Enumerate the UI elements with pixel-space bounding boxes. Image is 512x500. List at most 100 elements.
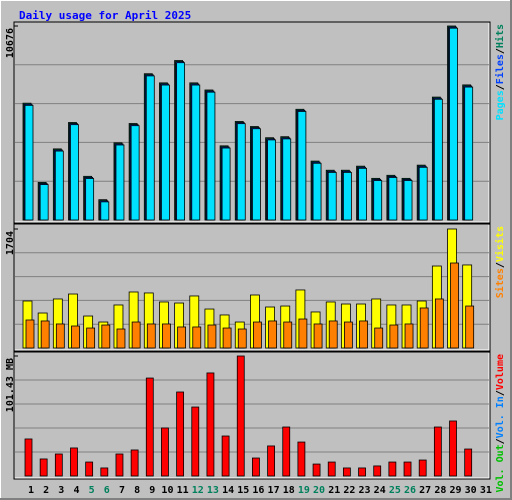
- x-tick-label: 3: [58, 485, 64, 496]
- legend: Pages/Files/Hits: [494, 24, 506, 120]
- bar: [222, 327, 232, 349]
- bar: [130, 125, 140, 221]
- bar: [70, 124, 79, 221]
- x-tick-label: 26: [404, 485, 416, 496]
- x-tick-label: 20: [313, 485, 325, 496]
- bar: [374, 327, 384, 349]
- bar: [130, 449, 139, 477]
- bar: [101, 324, 111, 349]
- bar: [100, 201, 110, 221]
- legend-entry: Files: [494, 54, 506, 84]
- x-tick-label: 16: [252, 485, 264, 496]
- y-tick-label: 101.43 MB: [5, 358, 16, 412]
- legend-entry: Vol. Out: [495, 444, 506, 492]
- bar: [162, 323, 171, 349]
- x-tick-label: 9: [149, 485, 155, 496]
- bar: [449, 27, 458, 221]
- legend-separator: /: [495, 390, 506, 396]
- bar: [40, 320, 50, 349]
- bar: [328, 320, 338, 349]
- bar: [298, 318, 308, 349]
- bar: [358, 167, 367, 221]
- bar: [282, 138, 292, 221]
- bar: [161, 84, 170, 221]
- x-tick-label: 23: [359, 485, 371, 496]
- x-tick-label: 5: [89, 485, 95, 496]
- bar: [24, 438, 33, 477]
- bar: [206, 91, 216, 221]
- bar: [359, 320, 368, 349]
- bar: [449, 420, 457, 477]
- bar: [268, 320, 277, 349]
- bar: [343, 321, 353, 349]
- bar: [403, 180, 413, 221]
- bar: [434, 298, 444, 349]
- x-tick-label: 10: [161, 485, 173, 496]
- bar: [115, 453, 124, 477]
- bar: [55, 323, 65, 349]
- bar: [192, 326, 202, 349]
- bar: [207, 324, 217, 349]
- bar: [161, 427, 169, 477]
- bar: [54, 453, 63, 477]
- bar: [39, 458, 48, 477]
- bar: [177, 326, 187, 349]
- bar: [418, 166, 428, 221]
- legend: Sites/Visits: [494, 226, 506, 298]
- x-tick-label: 4: [73, 485, 79, 496]
- bar: [85, 461, 94, 477]
- bar: [176, 391, 185, 477]
- x-tick-label: 24: [374, 485, 386, 496]
- bar: [403, 461, 412, 477]
- legend-entry: Hits: [494, 24, 506, 48]
- x-tick-label: 14: [222, 485, 234, 496]
- bar: [388, 177, 398, 221]
- bar: [24, 104, 34, 221]
- bar: [297, 111, 307, 221]
- bar: [252, 128, 261, 221]
- bar: [25, 319, 35, 349]
- legend: Vol. Out/Vol. In/Volume: [495, 354, 506, 493]
- bar: [464, 448, 473, 477]
- bar: [450, 262, 459, 349]
- x-tick-label: 11: [177, 485, 189, 496]
- bar: [297, 441, 306, 477]
- x-tick-label: 21: [328, 485, 340, 496]
- bar: [283, 321, 293, 349]
- bar: [373, 465, 382, 477]
- bar: [115, 144, 125, 221]
- bar: [342, 467, 351, 477]
- x-tick-label: 17: [268, 485, 280, 496]
- x-tick-label: 18: [283, 485, 295, 496]
- bar: [100, 467, 109, 477]
- x-tick-label: 13: [207, 485, 219, 496]
- legend-entry: Volume: [495, 354, 506, 390]
- bar: [176, 62, 186, 221]
- bar: [39, 184, 49, 221]
- bar: [312, 463, 321, 477]
- bar: [327, 461, 336, 477]
- bar: [388, 461, 397, 477]
- bar: [253, 321, 262, 349]
- bar: [373, 180, 383, 221]
- legend-separator: /: [495, 438, 506, 444]
- bar: [145, 377, 154, 477]
- bar: [221, 435, 230, 477]
- bar: [282, 426, 291, 477]
- bar: [145, 75, 155, 221]
- bar: [267, 139, 276, 221]
- bar: [389, 324, 399, 349]
- legend-entry: Sites: [494, 268, 506, 298]
- bar: [206, 372, 215, 477]
- bar: [221, 147, 231, 221]
- legend-entry: Pages: [495, 90, 506, 120]
- x-tick-label: 25: [389, 485, 401, 496]
- x-tick-label: 7: [119, 485, 125, 496]
- bar: [358, 467, 366, 477]
- bar: [267, 445, 275, 477]
- x-tick-label: 31: [480, 485, 492, 496]
- chart-title: Daily usage for April 2025: [19, 9, 191, 22]
- x-tick-label: 12: [192, 485, 204, 496]
- x-tick-label: 28: [434, 485, 446, 496]
